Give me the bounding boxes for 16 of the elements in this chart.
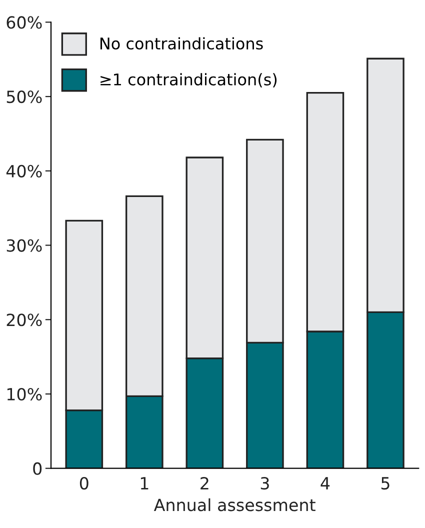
y-tick-label: 10% [7,388,42,401]
x-tick-label: 5 [381,477,390,490]
y-tick-label: 0 [33,462,42,475]
y-tick-label: 20% [6,314,42,326]
x-tick-label: 0 [80,476,88,490]
y-tick-label: 40% [6,164,42,178]
x-axis-title: Annual assessment [154,498,316,512]
legend-label: ≥1 contraindication(s) [100,73,277,88]
legend-label: No contraindications [100,37,263,50]
x-tick-label: 2 [200,476,208,490]
y-tick-label: 30% [6,239,42,252]
x-tick-label: 4 [320,477,330,490]
x-tick-label: 3 [260,476,269,490]
x-tick-label: 1 [140,477,148,490]
y-tick-label: 50% [6,90,42,104]
y-tick-label: 60% [6,16,42,29]
